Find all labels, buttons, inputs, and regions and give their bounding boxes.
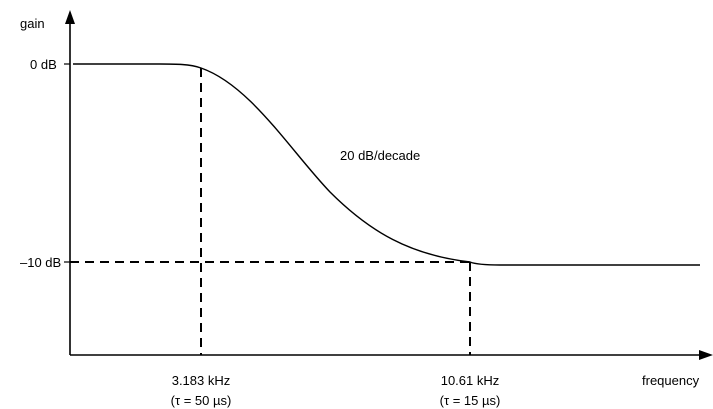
y-axis-arrow-icon xyxy=(65,10,75,24)
fc2-frequency-label: 10.61 kHz xyxy=(441,373,500,388)
y-axis-label: gain xyxy=(20,16,45,31)
y-tick-label-minus10db: –10 dB xyxy=(20,255,61,270)
y-tick-label-0db: 0 dB xyxy=(30,57,57,72)
fc2-tau-label: (τ = 15 µs) xyxy=(440,393,501,408)
fc1-tau-label: (τ = 50 µs) xyxy=(171,393,232,408)
slope-annotation: 20 dB/decade xyxy=(340,148,420,163)
fc1-frequency-label: 3.183 kHz xyxy=(172,373,231,388)
x-axis-arrow-icon xyxy=(699,350,713,360)
x-axis-label: frequency xyxy=(642,373,700,388)
gain-curve xyxy=(73,63,700,266)
